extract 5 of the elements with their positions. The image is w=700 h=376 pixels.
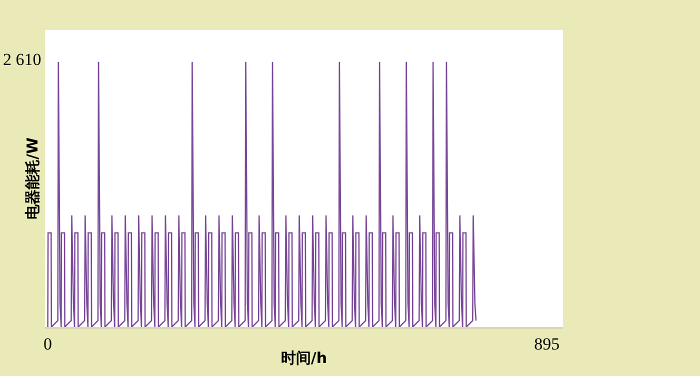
x-axis-title: 时间/h (280, 348, 328, 367)
x-tick-label: 895 (534, 334, 560, 354)
text: 2 610 (3, 50, 42, 69)
y-axis-title: 电器能耗/W (23, 137, 42, 220)
x-tick-label: 0 (44, 334, 52, 354)
